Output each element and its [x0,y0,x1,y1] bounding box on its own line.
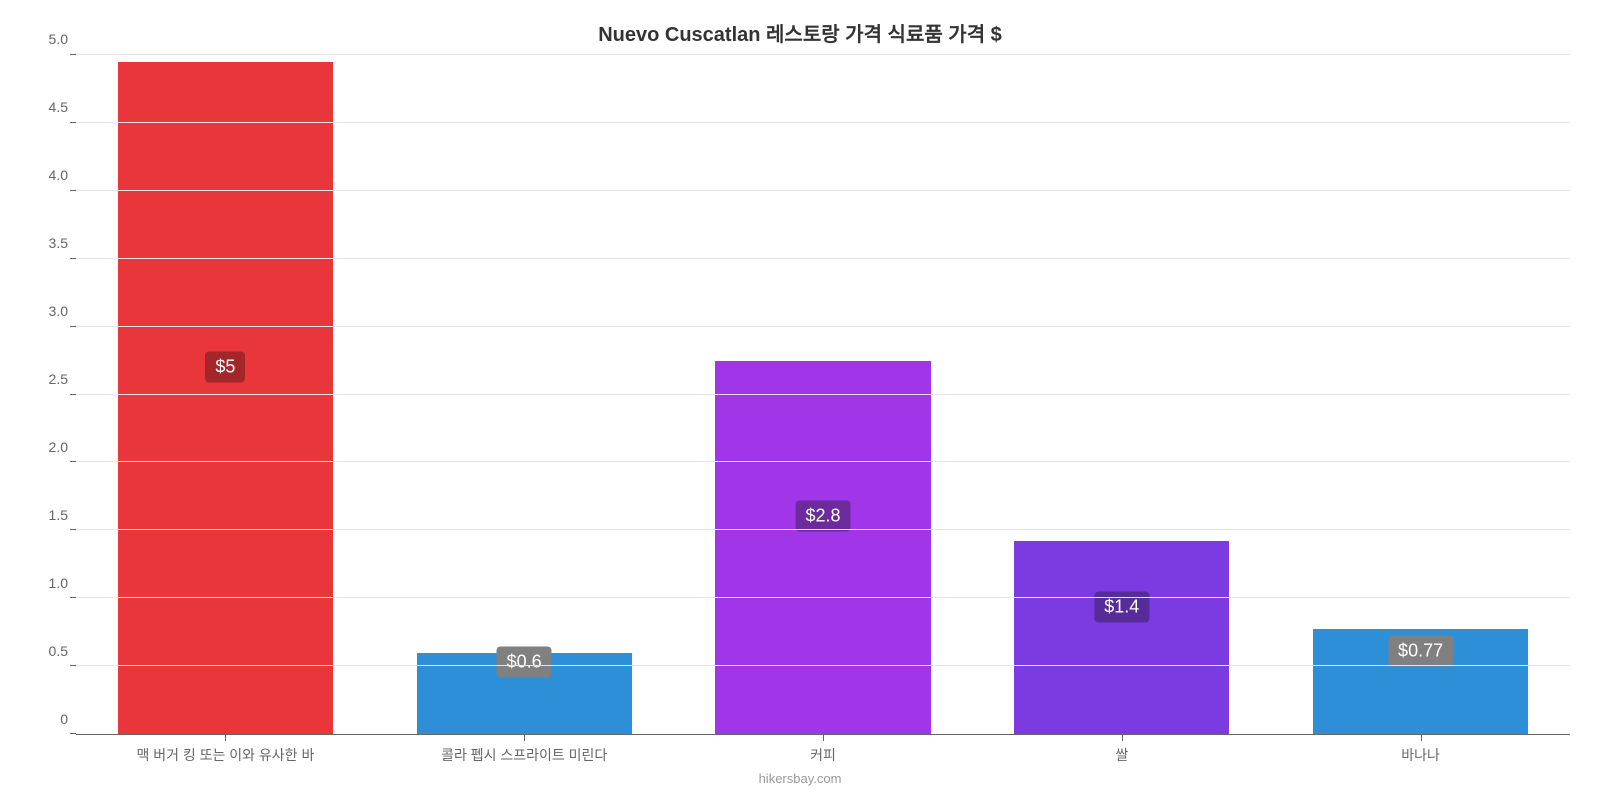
x-label: 커피 [674,741,973,765]
gridline [76,665,1570,666]
bar-value-label: $1.4 [1094,591,1149,622]
bar [118,62,333,734]
x-slot: 콜라 펩시 스프라이트 미린다 [375,741,674,765]
x-tick-mark [225,735,226,741]
bar-value-label: $0.6 [497,647,552,678]
y-tick-label: 3.5 [49,235,68,251]
y-tick-label: 2.5 [49,371,68,387]
y-tick-label: 2.0 [49,439,68,455]
x-slot: 바나나 [1271,741,1570,765]
gridline [76,394,1570,395]
y-tick-mark [70,122,76,123]
bar [715,361,930,734]
x-tick-mark [1122,735,1123,741]
x-tick-mark [823,735,824,741]
price-bar-chart: Nuevo Cuscatlan 레스토랑 가격 식료품 가격 $ 0 0.5 1.0… [0,0,1600,800]
gridline [76,326,1570,327]
y-tick-mark [70,529,76,530]
bar-slot: $0.77 [1271,55,1570,734]
y-tick-mark [70,54,76,55]
bar-value-label: $5 [205,351,245,382]
bar-slot: $5 [76,55,375,734]
gridline [76,597,1570,598]
x-label: 바나나 [1271,741,1570,765]
x-label: 맥 버거 킹 또는 이와 유사한 바 [76,741,375,765]
bar-slot: $1.4 [972,55,1271,734]
bar-value-label: $2.8 [795,501,850,532]
chart-caption: hikersbay.com [30,771,1570,786]
chart-title: Nuevo Cuscatlan 레스토랑 가격 식료품 가격 $ [30,18,1570,47]
y-tick-label: 4.5 [49,99,68,115]
y-tick-mark [70,461,76,462]
y-tick-label: 5.0 [49,31,68,47]
x-tick-mark [524,735,525,741]
y-tick-mark [70,190,76,191]
y-tick-mark [70,665,76,666]
bar-value-label: $0.77 [1388,635,1453,666]
bars-container: $5 $0.6 $2.8 $1.4 $0.77 [76,55,1570,734]
gridline [76,258,1570,259]
y-tick-label: 1.0 [49,575,68,591]
bar [1014,541,1229,734]
y-tick-mark [70,733,76,734]
y-tick-mark [70,394,76,395]
gridline [76,190,1570,191]
plot-area: $5 $0.6 $2.8 $1.4 $0.77 [76,55,1570,735]
gridline [76,54,1570,55]
bar-slot: $2.8 [674,55,973,734]
y-tick-mark [70,597,76,598]
plot-row: 00.51.01.52.02.53.03.54.04.55.0 $5$0.6$2… [30,55,1570,735]
y-tick-label: 0 [60,711,68,727]
y-tick-label: 3.0 [49,303,68,319]
gridline [76,529,1570,530]
x-label: 콜라 펩시 스프라이트 미린다 [375,741,674,765]
y-tick-mark [70,326,76,327]
y-tick-label: 0.5 [49,643,68,659]
x-slot: 맥 버거 킹 또는 이와 유사한 바 [76,741,375,765]
bar-slot: $0.6 [375,55,674,734]
x-axis: 맥 버거 킹 또는 이와 유사한 바콜라 펩시 스프라이트 미린다커피쌀바나나 [76,741,1570,765]
x-slot: 쌀 [972,741,1271,765]
gridline [76,461,1570,462]
x-label: 쌀 [972,741,1271,765]
y-tick-label: 1.5 [49,507,68,523]
x-slot: 커피 [674,741,973,765]
x-tick-mark [1421,735,1422,741]
gridline [76,122,1570,123]
y-axis: 00.51.01.52.02.53.03.54.04.55.0 [30,55,76,735]
y-tick-mark [70,258,76,259]
y-tick-label: 4.0 [49,167,68,183]
